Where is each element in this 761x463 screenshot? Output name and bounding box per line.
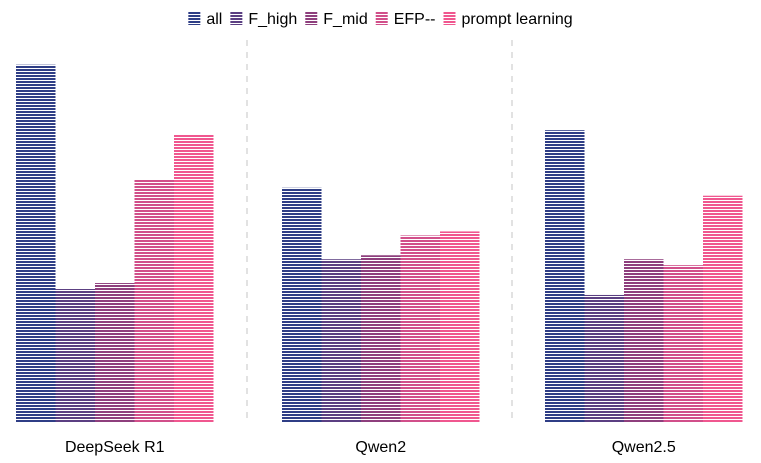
bar-f-high-deepseek-r1 — [55, 289, 95, 422]
legend-label: EFP-- — [394, 11, 436, 28]
legend-swatch — [230, 12, 243, 25]
legend-label: F_mid — [323, 11, 367, 28]
x-tick-label: Qwen2.5 — [612, 439, 676, 456]
bar-prompt-learning-qwen2 — [440, 231, 480, 422]
legend-item: F_mid — [305, 11, 368, 28]
legend-swatch — [188, 12, 201, 25]
legend-item: F_high — [230, 11, 297, 28]
bar-prompt-learning-deepseek-r1 — [174, 134, 214, 423]
x-tick-labels: DeepSeek R1 Qwen2 Qwen2.5 — [65, 439, 676, 456]
x-tick-label: Qwen2 — [355, 439, 406, 456]
bar-efp--deepseek-r1 — [134, 179, 174, 422]
legend-swatch — [375, 12, 388, 25]
bar-f-high-qwen2 — [321, 259, 361, 422]
legend-label: F_high — [248, 11, 297, 28]
x-tick-label: DeepSeek R1 — [65, 439, 165, 456]
legend: all F_high F_mid EFP-- prompt learning — [188, 11, 573, 28]
bar-f-mid-qwen2 — [361, 255, 401, 422]
legend-item: EFP-- — [375, 11, 436, 28]
group-separators — [246, 40, 513, 422]
legend-label: prompt learning — [462, 11, 573, 28]
legend-item: prompt learning — [443, 11, 573, 28]
bar-all-qwen2-5 — [545, 130, 585, 422]
bar-efp--qwen2-5 — [663, 265, 703, 422]
bar-efp--qwen2 — [400, 235, 440, 422]
legend-label: all — [206, 11, 222, 28]
legend-swatch — [305, 12, 318, 25]
bars-layer — [16, 64, 743, 423]
legend-item: all — [188, 11, 222, 28]
legend-swatch — [443, 12, 456, 25]
bar-f-mid-qwen2-5 — [624, 259, 664, 422]
bar-f-mid-deepseek-r1 — [95, 283, 135, 422]
bar-prompt-learning-qwen2-5 — [703, 195, 743, 422]
bar-all-qwen2 — [282, 187, 322, 422]
bar-all-deepseek-r1 — [16, 64, 56, 422]
bar-f-high-qwen2-5 — [584, 294, 624, 422]
